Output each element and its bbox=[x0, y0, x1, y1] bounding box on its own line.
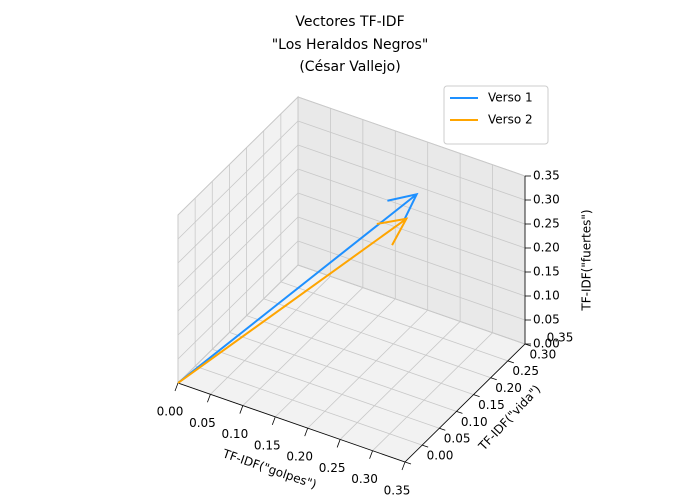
z-tick-label: 0.10 bbox=[533, 289, 560, 303]
grid-line bbox=[372, 332, 493, 451]
chart-title: Vectores TF-IDF bbox=[295, 14, 404, 30]
grid-line bbox=[297, 264, 526, 345]
grid-line bbox=[177, 96, 299, 216]
y-tick bbox=[473, 394, 480, 397]
z-tick-label: 0.20 bbox=[533, 241, 560, 255]
grid-line bbox=[177, 240, 299, 360]
grid-line bbox=[297, 168, 526, 249]
grid-line bbox=[297, 216, 526, 297]
grid-line bbox=[297, 240, 526, 321]
x-tick bbox=[271, 416, 276, 425]
x-tick bbox=[207, 394, 211, 403]
z-tick-label: 0.30 bbox=[533, 193, 560, 207]
grid-line bbox=[177, 216, 299, 336]
y-tick bbox=[490, 377, 497, 381]
y-tick bbox=[439, 427, 446, 431]
y-tick bbox=[404, 461, 412, 465]
grid-line bbox=[246, 315, 474, 395]
grid-line bbox=[280, 281, 508, 362]
x-tick bbox=[369, 450, 373, 459]
y-tick-label: 0.20 bbox=[495, 381, 522, 395]
x-tick-label: 0.15 bbox=[254, 438, 281, 452]
grid-line bbox=[297, 144, 526, 225]
grid-line bbox=[177, 192, 299, 312]
x-tick-label: 0.30 bbox=[351, 472, 378, 486]
grid-line bbox=[177, 120, 299, 240]
grid-line bbox=[297, 96, 526, 177]
grid-line bbox=[177, 264, 299, 384]
y-tick bbox=[507, 360, 514, 364]
grid-line bbox=[229, 332, 457, 412]
chart-title: (César Vallejo) bbox=[299, 59, 400, 75]
y-tick bbox=[422, 444, 429, 448]
vector-arrow bbox=[177, 217, 409, 384]
grid-line bbox=[275, 298, 396, 418]
grid-line bbox=[263, 298, 491, 379]
axis-line bbox=[177, 382, 406, 463]
x-tick-label: 0.10 bbox=[221, 427, 248, 441]
x-tick bbox=[401, 461, 406, 471]
grid-line bbox=[177, 168, 299, 288]
z-axis-label: TF-IDF("fuertes") bbox=[580, 209, 594, 311]
grid-line bbox=[297, 120, 526, 201]
axis-line bbox=[404, 343, 526, 463]
x-tick-label: 0.25 bbox=[319, 461, 346, 475]
x-tick-label: 0.05 bbox=[189, 416, 216, 430]
z-tick-label: 0.05 bbox=[533, 313, 560, 327]
y-tick-label: 0.10 bbox=[461, 415, 488, 429]
x-tick-label: 0.00 bbox=[157, 405, 184, 419]
x-tick bbox=[336, 439, 341, 448]
x-tick bbox=[174, 382, 179, 392]
z-tick-label: 0.35 bbox=[533, 169, 560, 183]
legend-label: Verso 2 bbox=[488, 113, 533, 127]
grid-line bbox=[177, 144, 299, 264]
y-tick bbox=[456, 411, 463, 414]
z-tick-label: 0.15 bbox=[533, 265, 560, 279]
grid-line bbox=[297, 192, 526, 273]
grid-line bbox=[307, 309, 428, 429]
grid-line bbox=[212, 348, 440, 429]
vector-arrow bbox=[177, 192, 419, 384]
x-tick bbox=[304, 428, 309, 437]
grid-line bbox=[195, 365, 423, 446]
y-tick-label: 0.05 bbox=[444, 432, 471, 446]
z-tick-label: 0.00 bbox=[533, 337, 560, 351]
x-tick bbox=[239, 405, 244, 414]
grid-line bbox=[339, 321, 461, 440]
chart-title: "Los Heraldos Negros" bbox=[272, 37, 429, 53]
y-tick-label: 0.00 bbox=[427, 449, 454, 463]
legend-label: Verso 1 bbox=[488, 91, 533, 105]
grid-line bbox=[210, 276, 331, 395]
x-tick-label: 0.35 bbox=[384, 484, 411, 498]
y-tick-label: 0.15 bbox=[478, 398, 505, 412]
y-tick-label: 0.30 bbox=[529, 347, 556, 361]
grid-line bbox=[242, 287, 364, 406]
y-tick-label: 0.25 bbox=[512, 364, 539, 378]
y-tick-label: 0.35 bbox=[547, 331, 574, 345]
x-tick-label: 0.20 bbox=[286, 450, 313, 464]
legend-box bbox=[443, 85, 549, 145]
z-tick-label: 0.25 bbox=[533, 217, 560, 231]
